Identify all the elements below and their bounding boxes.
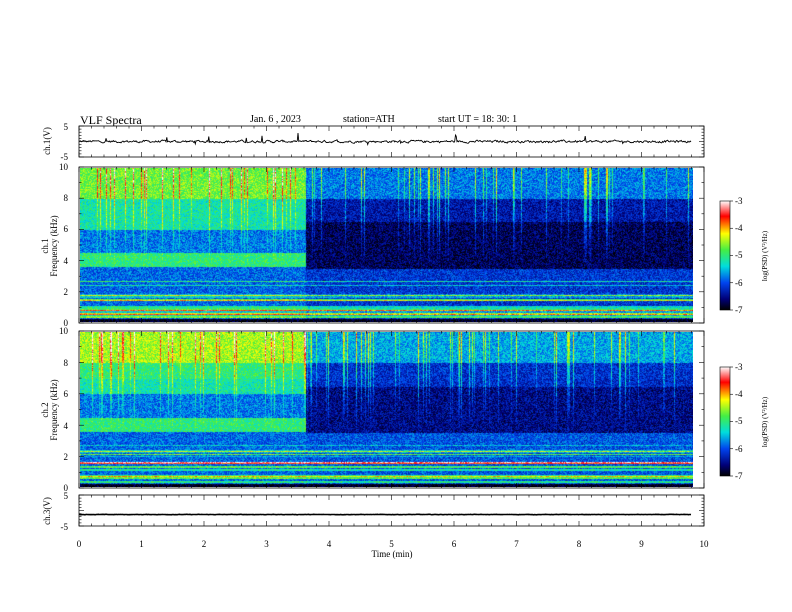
ch3-waveform-panel: 5 -5 ch.3(V) bbox=[42, 491, 705, 532]
time-axis-tick-label: 6 bbox=[452, 539, 457, 549]
ch2-ylabel-channel: ch.2 bbox=[40, 402, 50, 417]
ch3-ytick-top: 5 bbox=[64, 491, 69, 501]
date-label: Jan. 6 , 2023 bbox=[250, 114, 301, 125]
time-axis-tick-label: 0 bbox=[77, 539, 82, 549]
ch2-cb-tick-m7: -7 bbox=[735, 471, 743, 481]
ch2-spectrogram-ticks bbox=[78, 330, 705, 489]
ch1-spectrogram-ticks bbox=[78, 166, 705, 324]
time-axis-tick-label: 10 bbox=[700, 539, 710, 549]
ch1-colorbar-gradient bbox=[719, 200, 731, 311]
ch1-colorbar-ticks bbox=[730, 200, 733, 311]
ch3-frame bbox=[78, 494, 705, 527]
ch1-ytick-top: 5 bbox=[64, 122, 69, 132]
ch2-colorbar-ticks bbox=[730, 366, 733, 477]
ch1-ytick-4: 4 bbox=[64, 256, 69, 266]
ch2-spectrogram-image bbox=[80, 332, 693, 487]
time-axis-tick-label: 5 bbox=[389, 539, 394, 549]
ch1-cb-tick-m4: -4 bbox=[735, 223, 743, 233]
ch2-ytick-8: 8 bbox=[64, 358, 69, 368]
ch2-ytick-6: 6 bbox=[64, 389, 69, 399]
ch1-cb-tick-m3: -3 bbox=[735, 196, 743, 206]
ch3-ylabel: ch.3(V) bbox=[42, 497, 52, 525]
ch2-spectrogram-panel: 10 8 6 4 2 0 ch.2 Frequency (kHz) bbox=[40, 326, 705, 493]
ch1-cb-tick-m6: -6 bbox=[735, 278, 743, 288]
ch1-ytick-8: 8 bbox=[64, 193, 69, 203]
ch3-waveform-line bbox=[78, 513, 692, 516]
ch1-waveform-panel: 5 -5 ch.1(V) bbox=[42, 122, 705, 162]
ch1-ylabel-frequency: Frequency (kHz) bbox=[49, 215, 59, 276]
ch2-ytick-4: 4 bbox=[64, 421, 69, 431]
ch1-colorbar: -3 -4 -5 -6 -7 log(PSD) (V²/Hz) bbox=[719, 196, 769, 315]
ch2-cb-tick-m6: -6 bbox=[735, 444, 743, 454]
start-ut-label: start UT = 18: 30: 1 bbox=[438, 114, 518, 125]
ch2-ylabel-frequency: Frequency (kHz) bbox=[49, 379, 59, 440]
ch2-colorbar-gradient bbox=[719, 366, 731, 477]
time-axis-tick-label: 2 bbox=[202, 539, 207, 549]
ch1-ytick-0: 0 bbox=[64, 318, 69, 328]
ch2-ytick-0: 0 bbox=[64, 483, 69, 493]
ch1-cb-tick-m7: -7 bbox=[735, 305, 743, 315]
time-axis-tick-label: 4 bbox=[327, 539, 332, 549]
ch3-ticks bbox=[78, 494, 705, 527]
ch1-ylabel: ch.1(V) bbox=[42, 127, 52, 155]
ch2-cb-tick-m4: -4 bbox=[735, 389, 743, 399]
time-axis-tick-label: 8 bbox=[577, 539, 582, 549]
ch1-colorbar-label: log(PSD) (V²/Hz) bbox=[761, 230, 769, 281]
ch1-waveform-line bbox=[78, 132, 692, 147]
time-axis-tick-label: 7 bbox=[514, 539, 519, 549]
ch1-spectrogram-panel: 10 8 6 4 2 0 ch.1 Frequency (kHz) bbox=[40, 162, 705, 328]
ch2-ytick-2: 2 bbox=[64, 452, 69, 462]
ch1-ytick-6: 6 bbox=[64, 224, 69, 234]
ch2-colorbar: -3 -4 -5 -6 -7 log(PSD) (V²/Hz) bbox=[719, 362, 769, 481]
time-axis: 0 1 2 3 4 5 6 7 8 9 10 Time (min) bbox=[77, 539, 709, 559]
time-axis-tick-label: 9 bbox=[639, 539, 644, 549]
ch3-ytick-bottom: -5 bbox=[61, 522, 69, 532]
time-axis-tick-label: 3 bbox=[264, 539, 269, 549]
ch2-colorbar-label: log(PSD) (V²/Hz) bbox=[761, 396, 769, 447]
ch1-cb-tick-m5: -5 bbox=[735, 250, 743, 260]
ch1-ylabel-channel: ch.1 bbox=[40, 238, 50, 253]
time-axis-tick-labels: 0 1 2 3 4 5 6 7 8 9 10 bbox=[77, 539, 709, 549]
time-axis-label: Time (min) bbox=[372, 549, 413, 559]
ch1-spectrogram-image bbox=[80, 168, 693, 322]
ch2-ytick-10: 10 bbox=[59, 326, 69, 336]
ch1-ytick-2: 2 bbox=[64, 287, 69, 297]
ch2-cb-tick-m5: -5 bbox=[735, 416, 743, 426]
figure-title: VLF Spectra bbox=[80, 113, 142, 127]
ch1-ytick-10: 10 bbox=[59, 162, 69, 172]
station-label: station=ATH bbox=[343, 114, 395, 125]
ch2-cb-tick-m3: -3 bbox=[735, 362, 743, 372]
ch1-ytick-bottom: -5 bbox=[61, 152, 69, 162]
time-axis-tick-label: 1 bbox=[139, 539, 144, 549]
